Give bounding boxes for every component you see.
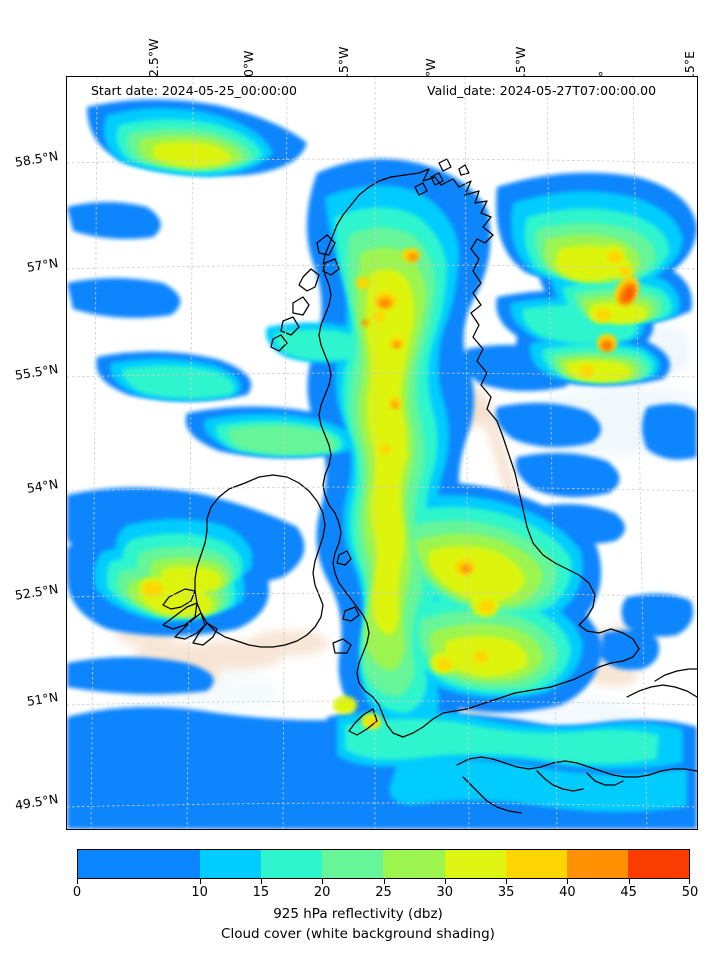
colorbar[interactable]	[77, 849, 690, 879]
colorbar-tick-2	[260, 879, 262, 884]
colorbar-tick-1	[199, 879, 201, 884]
colorbar-tick-7	[567, 879, 569, 884]
reflectivity-band-35-40	[143, 248, 640, 728]
colorbar-tick-label-2: 15	[252, 885, 270, 900]
colorbar-tick-label-0: 0	[72, 885, 82, 900]
colorbar-tick-0	[77, 879, 78, 884]
colorbar-tick-4	[383, 879, 385, 884]
colorbar-tick-label-9: 50	[681, 885, 699, 900]
colorbar-tick-label-1: 10	[191, 885, 208, 900]
reflectivity-map	[67, 77, 697, 829]
colorbar-segment-3	[322, 850, 384, 878]
coastline-overlay	[162, 158, 697, 814]
map-plot-area[interactable]: Start date: 2024-05-25_00:00:00 Valid_da…	[66, 76, 698, 830]
colorbar-tick-label-6: 35	[497, 885, 515, 900]
lat-tick-label-1: 57°N	[25, 255, 60, 275]
colorbar-tick-3	[322, 879, 324, 884]
colorbar-segment-1	[200, 850, 262, 878]
colorbar-tick-6	[506, 879, 508, 884]
colorbar-segment-4	[383, 850, 445, 878]
caption-line-2: Cloud cover (white background shading)	[221, 925, 495, 942]
colorbar-segment-0	[78, 850, 201, 878]
start-date-annotation: Start date: 2024-05-25_00:00:00	[91, 83, 297, 98]
lat-tick-label-4: 52.5°N	[13, 581, 60, 603]
lat-tick-label-5: 51°N	[25, 689, 60, 709]
colorbar-container[interactable]: 0 10 15 20 25 30 35 40 45 50	[73, 849, 698, 900]
lat-tick-label-3: 54°N	[25, 476, 60, 496]
figure-caption: 925 hPa reflectivity (dbz) Cloud cover (…	[0, 905, 716, 944]
colorbar-segment-8	[627, 850, 689, 878]
colorbar-segment-2	[261, 850, 323, 878]
colorbar-segment-5	[444, 850, 506, 878]
colorbar-tick-5	[444, 879, 446, 884]
colorbar-tick-9	[689, 879, 690, 884]
colorbar-tick-label-3: 20	[313, 885, 331, 900]
lat-tick-label-2: 55.5°N	[13, 361, 60, 383]
colorbar-segment-7	[566, 850, 628, 878]
colorbar-tick-label-4: 25	[375, 885, 392, 900]
colorbar-tick-label-7: 40	[559, 885, 576, 900]
colorbar-tick-8	[628, 879, 630, 884]
lat-tick-label-0: 58.5°N	[13, 148, 60, 170]
lat-tick-label-6: 49.5°N	[13, 791, 60, 813]
colorbar-segment-6	[505, 850, 567, 878]
colorbar-tick-label-8: 45	[620, 885, 637, 900]
valid-date-annotation: Valid_date: 2024-05-27T07:00:00.00	[427, 83, 657, 98]
lat-lon-gridlines	[67, 77, 697, 829]
reflectivity-band-45-50	[604, 286, 635, 350]
colorbar-tick-label-5: 30	[436, 885, 454, 900]
caption-line-1: 925 hPa reflectivity (dbz)	[273, 906, 443, 922]
